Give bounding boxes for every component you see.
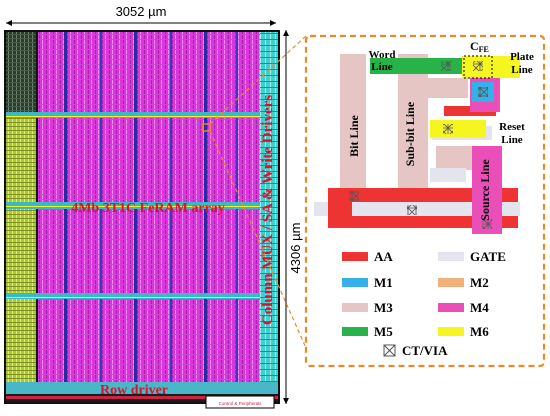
legend-item-m4: M4 <box>438 300 489 315</box>
chip-layout: Control & Peripherals <box>4 30 280 409</box>
control-block <box>205 395 275 409</box>
svg-text:M2: M2 <box>470 275 489 290</box>
reset-line-label-1: Reset <box>499 121 525 133</box>
peripheral-strip-dark <box>6 32 36 114</box>
legend-item-m1: M1 <box>342 275 393 290</box>
cfe-label: CFE <box>470 39 489 54</box>
cfe-capacitor-box <box>463 55 493 79</box>
plate-line-label-1: Plate <box>510 51 534 63</box>
column-mux-label: Column MUX / SA & Write Drivers <box>260 95 276 325</box>
via-legend-label: CT/VIA <box>402 343 448 358</box>
row-driver-block <box>6 382 278 394</box>
cell-layout-drawing <box>314 54 520 234</box>
svg-text:AA: AA <box>374 249 393 264</box>
svg-text:M5: M5 <box>374 324 393 339</box>
legend-item-m6: M6 <box>438 324 489 339</box>
legend-item-aa: AA <box>342 249 393 264</box>
cell-labels: Word Line CFE Plate Line Bit Line Sub-bi… <box>347 39 534 221</box>
bit-line-label: Bit Line <box>347 114 361 156</box>
height-dimension: 4306 µm <box>283 30 303 404</box>
zoom-callout-lines <box>209 35 307 349</box>
svg-text:GATE: GATE <box>470 249 506 264</box>
legend-item-m5: M5 <box>342 324 393 339</box>
height-label: 4306 µm <box>288 223 303 274</box>
svg-text:M6: M6 <box>470 324 489 339</box>
plate-line-label-2: Line <box>511 64 533 76</box>
legend-item-m2: M2 <box>438 275 489 290</box>
array-row-bands <box>6 112 260 299</box>
sub-bit-line-label: Sub-bit Line <box>403 101 417 166</box>
column-mux-block <box>260 32 278 384</box>
m3-bit-line <box>340 54 366 214</box>
width-label: 3052 µm <box>116 4 167 19</box>
m6-reset-line <box>430 120 486 138</box>
width-dimension: 3052 µm <box>6 4 276 26</box>
peripheral-strip-green <box>6 114 36 382</box>
svg-text:M4: M4 <box>470 300 489 315</box>
via-markers <box>349 61 492 229</box>
aa-region <box>328 188 518 202</box>
control-block-label: Control & Peripherals <box>219 401 263 406</box>
reset-line-label-2: Line <box>501 134 523 146</box>
legend: AA GATE M1 M2 M3 M4 M5 M6 <box>342 249 506 358</box>
word-line-label-2: Line <box>371 61 393 73</box>
legend-item-m3: M3 <box>342 300 393 315</box>
zoom-source-box <box>202 123 211 132</box>
word-line-label-1: Word <box>369 49 396 61</box>
legend-item-gate: GATE <box>438 249 506 264</box>
row-driver-label: Row driver <box>100 383 168 398</box>
legend-item-via: CT/VIA <box>383 343 448 358</box>
source-line-label: Source Line <box>478 159 492 221</box>
array-label: 4Mb 3T1C FeRAM array <box>71 201 225 216</box>
svg-text:M1: M1 <box>374 275 393 290</box>
svg-text:M3: M3 <box>374 300 393 315</box>
